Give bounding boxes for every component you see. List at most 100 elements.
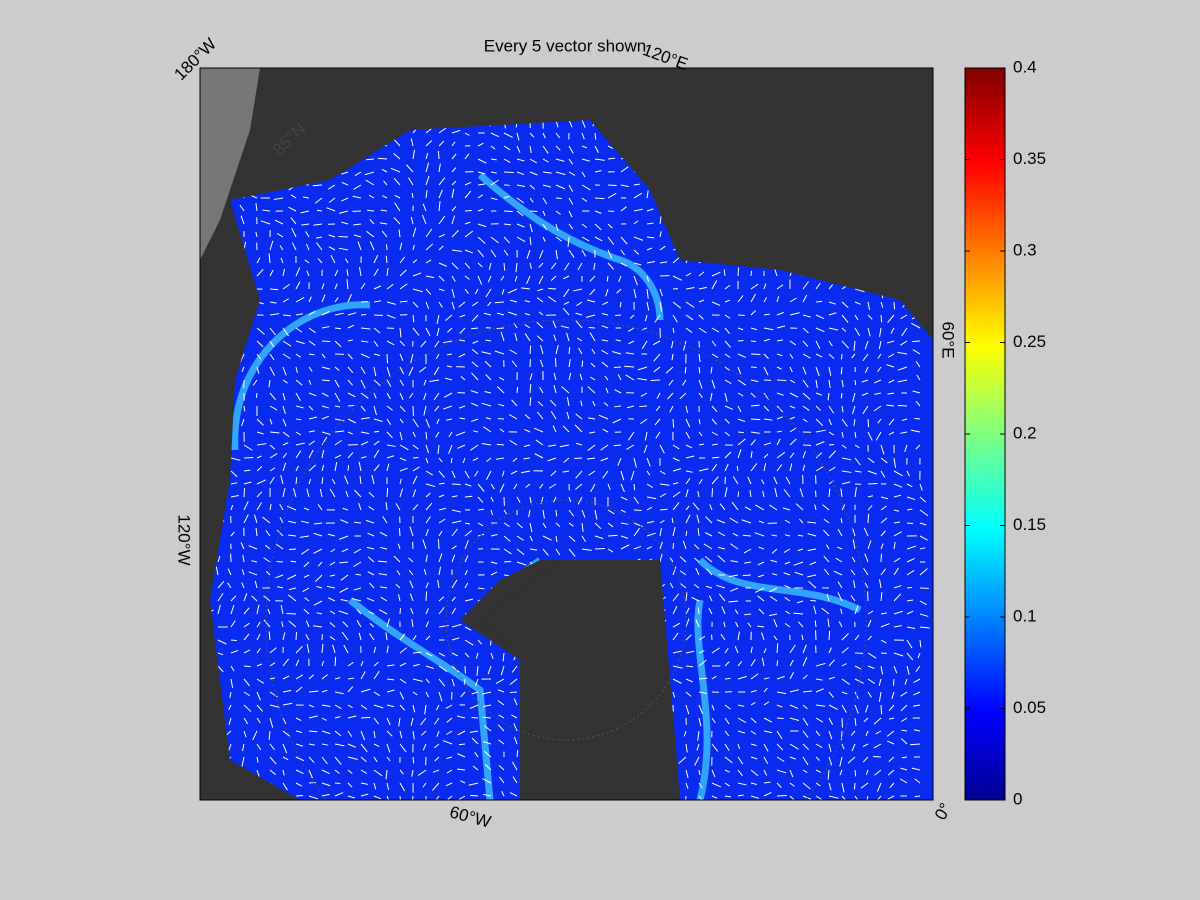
vector xyxy=(477,249,485,258)
vector xyxy=(555,145,561,151)
vector xyxy=(568,158,574,165)
vector xyxy=(464,221,471,225)
vector xyxy=(542,210,546,216)
vector xyxy=(737,418,746,423)
vector xyxy=(890,327,895,334)
vector xyxy=(425,190,428,199)
vector xyxy=(386,405,393,411)
vector xyxy=(464,230,474,238)
vector xyxy=(425,275,435,279)
vector xyxy=(347,795,356,799)
vector xyxy=(685,618,690,628)
vector xyxy=(761,479,765,485)
vector xyxy=(513,698,518,706)
vector xyxy=(458,795,466,800)
vector xyxy=(747,622,752,628)
vector xyxy=(828,647,832,654)
vector xyxy=(521,470,531,474)
vector xyxy=(359,475,362,485)
vector xyxy=(828,730,833,740)
vector xyxy=(888,353,895,358)
vector xyxy=(241,743,245,752)
vector xyxy=(841,314,849,323)
vector xyxy=(373,795,382,800)
vector xyxy=(455,431,466,436)
vector xyxy=(694,756,700,766)
vector xyxy=(425,457,429,464)
vector xyxy=(292,488,297,498)
vector xyxy=(685,431,691,439)
vector xyxy=(841,431,844,438)
vector xyxy=(888,431,895,436)
vector xyxy=(494,350,505,355)
vector xyxy=(641,340,648,349)
vector xyxy=(654,314,661,323)
vector xyxy=(880,457,888,464)
vector xyxy=(295,442,305,446)
vector xyxy=(815,340,821,349)
vector xyxy=(750,769,759,777)
vector xyxy=(867,418,870,428)
vector xyxy=(776,416,783,420)
vector xyxy=(776,438,781,446)
vector xyxy=(542,223,547,231)
vector xyxy=(808,581,817,589)
vector xyxy=(685,287,695,290)
vector xyxy=(867,327,871,337)
vector xyxy=(472,457,479,462)
vector xyxy=(910,743,921,746)
vector xyxy=(369,622,375,628)
vector xyxy=(620,249,625,256)
vector xyxy=(215,566,219,576)
vector xyxy=(880,704,883,715)
vector xyxy=(356,620,362,628)
vector xyxy=(464,181,472,186)
vector xyxy=(672,605,678,615)
vector xyxy=(679,556,687,563)
vector xyxy=(716,519,726,524)
vector xyxy=(306,488,310,498)
vector xyxy=(685,455,695,459)
vector xyxy=(464,190,472,199)
vector xyxy=(620,206,627,212)
vector xyxy=(230,482,238,485)
vector xyxy=(783,548,791,554)
vector xyxy=(841,704,847,713)
vector xyxy=(425,228,433,238)
vector xyxy=(529,132,535,138)
vector xyxy=(873,743,882,749)
vector xyxy=(728,574,739,578)
vector xyxy=(880,623,890,628)
vector xyxy=(411,619,414,628)
vector xyxy=(537,401,544,407)
vector xyxy=(839,756,843,767)
vector xyxy=(482,716,492,719)
vector xyxy=(550,470,557,477)
vector xyxy=(398,528,401,537)
vector xyxy=(399,795,402,800)
vector xyxy=(340,574,349,581)
vector xyxy=(737,339,744,342)
vector xyxy=(562,470,570,473)
vector xyxy=(241,366,245,373)
vector xyxy=(581,522,584,532)
vector xyxy=(451,637,460,641)
vector xyxy=(373,340,379,347)
vector xyxy=(776,743,784,751)
vector xyxy=(750,366,757,369)
vector xyxy=(399,769,404,775)
vector xyxy=(347,366,354,374)
vector xyxy=(854,314,859,321)
vector xyxy=(679,570,687,576)
vector xyxy=(217,555,221,563)
vector xyxy=(646,247,653,251)
vector xyxy=(769,613,778,617)
vector xyxy=(442,340,453,344)
vector xyxy=(263,557,271,563)
vector xyxy=(568,496,572,503)
vector xyxy=(438,530,443,537)
vector xyxy=(912,704,921,707)
vector xyxy=(282,366,287,376)
vector xyxy=(737,405,742,413)
vector xyxy=(262,516,271,524)
